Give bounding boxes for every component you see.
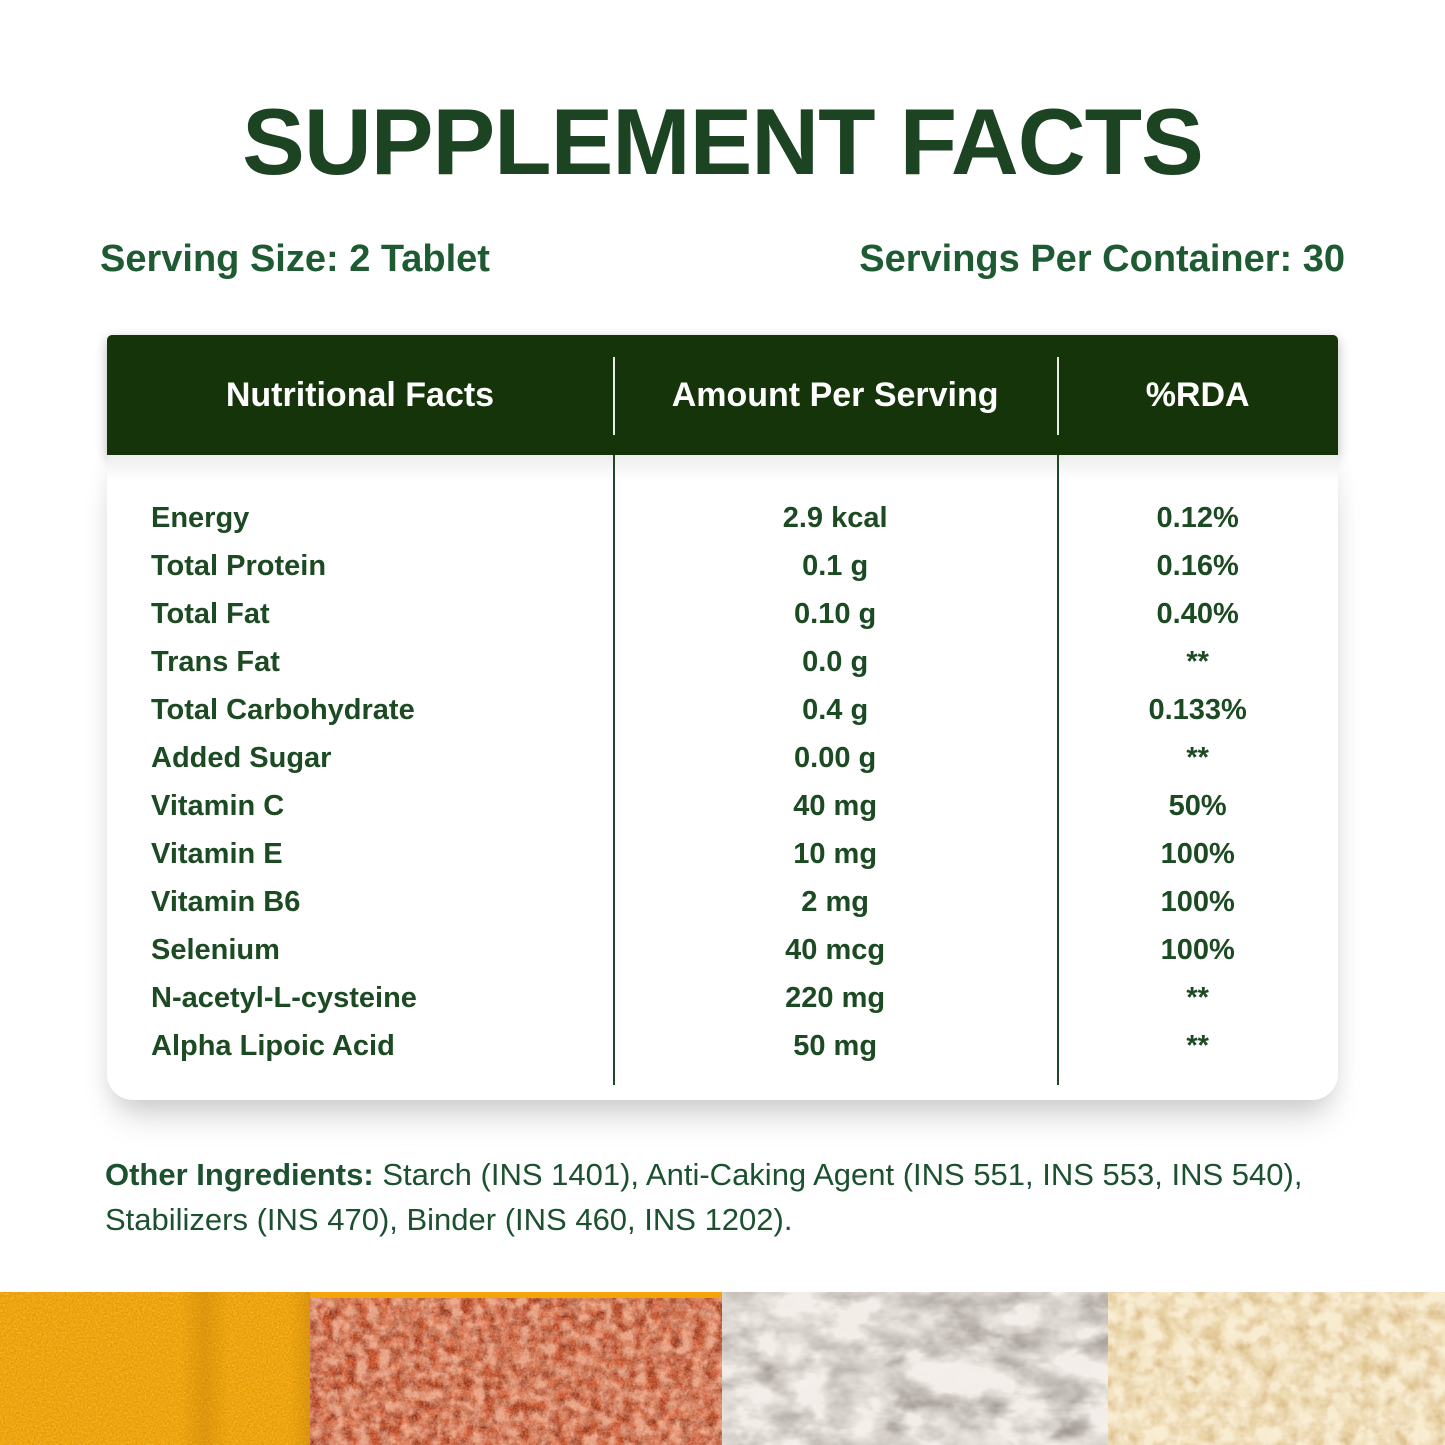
other-ingredients-text: Starch (INS 1401), Anti-Caking Agent (IN… <box>105 1157 1303 1237</box>
nutrient-amount: 2.9 kcal <box>782 501 888 534</box>
ingredient-photo-strip <box>0 1292 1445 1445</box>
table-row: Total Protein 0.1 g 0.16% <box>107 542 1338 590</box>
header-column-divider <box>1057 357 1060 435</box>
table-row: Added Sugar 0.00 g ** <box>107 734 1338 782</box>
other-ingredients-label: Other Ingredients: <box>105 1157 374 1192</box>
nutrient-name: N-acetyl-L-cysteine <box>151 981 417 1014</box>
nutrient-amount: 10 mg <box>793 837 878 870</box>
nutrient-rda: 100% <box>1160 933 1235 966</box>
nutrient-amount: 0.00 g <box>794 741 877 774</box>
nutrient-name: Total Fat <box>151 597 270 630</box>
column-header-rda: %RDA <box>1145 375 1250 414</box>
nutrient-name: Energy <box>151 501 250 534</box>
table-row: Total Carbohydrate 0.4 g 0.133% <box>107 686 1338 734</box>
table-row: Trans Fat 0.0 g ** <box>107 638 1338 686</box>
table-header-row: Nutritional Facts Amount Per Serving %RD… <box>107 335 1338 455</box>
nutrient-amount: 0.4 g <box>802 693 869 726</box>
page-title: SUPPLEMENT FACTS <box>242 89 1204 194</box>
nutrient-rda: ** <box>1186 645 1209 678</box>
column-header-nutritional-facts: Nutritional Facts <box>225 375 495 414</box>
table-row: Vitamin B6 2 mg 100% <box>107 878 1338 926</box>
table-body: Energy 2.9 kcal 0.12% Total Protein 0.1 … <box>107 455 1338 1100</box>
nutrient-amount: 40 mg <box>793 789 878 822</box>
header-column-divider <box>612 357 615 435</box>
beige-powder-photo <box>1108 1292 1445 1445</box>
nutrient-name: Trans Fat <box>151 645 280 678</box>
gray-powder-photo <box>722 1292 1108 1445</box>
servings-per-container-text: Servings Per Container: 30 <box>859 238 1345 280</box>
body-column-divider <box>1057 455 1060 1085</box>
body-column-divider <box>612 455 615 1085</box>
nutrient-rda: ** <box>1186 741 1209 774</box>
nutrient-name: Total Protein <box>151 549 327 582</box>
nutrient-amount: 0.1 g <box>802 549 869 582</box>
red-flakes-photo <box>310 1298 722 1445</box>
nutrient-rda: 0.40% <box>1156 597 1239 630</box>
nutrient-amount: 40 mcg <box>785 933 886 966</box>
nutrient-rda: 0.12% <box>1156 501 1239 534</box>
other-ingredients: Other Ingredients: Starch (INS 1401), An… <box>105 1152 1345 1242</box>
nutrient-rda: 100% <box>1160 885 1235 918</box>
serving-size-text: Serving Size: 2 Tablet <box>100 238 490 280</box>
table-row: Energy 2.9 kcal 0.12% <box>107 494 1338 542</box>
nutrient-rda: ** <box>1186 981 1209 1014</box>
nutrient-name: Total Carbohydrate <box>151 693 415 726</box>
table-row: Vitamin E 10 mg 100% <box>107 830 1338 878</box>
nutrition-table: Nutritional Facts Amount Per Serving %RD… <box>107 335 1338 1100</box>
orange-powder-photo <box>0 1292 310 1445</box>
nutrient-amount: 0.0 g <box>802 645 869 678</box>
nutrient-rda: 0.133% <box>1148 693 1247 726</box>
nutrient-amount: 0.10 g <box>794 597 877 630</box>
serving-info: Serving Size: 2 Tablet Servings Per Cont… <box>100 238 1345 281</box>
nutrient-name: Alpha Lipoic Acid <box>151 1029 395 1062</box>
nutrient-name: Selenium <box>151 933 280 966</box>
table-row: Vitamin C 40 mg 50% <box>107 782 1338 830</box>
nutrient-rda: ** <box>1186 1029 1209 1062</box>
nutrient-rda: 50% <box>1168 789 1227 822</box>
column-header-amount-per-serving: Amount Per Serving <box>671 375 999 414</box>
nutrient-amount: 2 mg <box>801 885 869 918</box>
nutrient-name: Added Sugar <box>151 741 332 774</box>
table-row: Selenium 40 mcg 100% <box>107 926 1338 974</box>
nutrient-amount: 50 mg <box>793 1029 878 1062</box>
nutrient-rda: 100% <box>1160 837 1235 870</box>
table-row: Alpha Lipoic Acid 50 mg ** <box>107 1022 1338 1070</box>
table-row: Total Fat 0.10 g 0.40% <box>107 590 1338 638</box>
nutrient-amount: 220 mg <box>785 981 886 1014</box>
nutrient-name: Vitamin B6 <box>151 885 301 918</box>
nutrient-name: Vitamin E <box>151 837 283 870</box>
nutrient-rda: 0.16% <box>1156 549 1239 582</box>
nutrient-name: Vitamin C <box>151 789 285 822</box>
table-row: N-acetyl-L-cysteine 220 mg ** <box>107 974 1338 1022</box>
